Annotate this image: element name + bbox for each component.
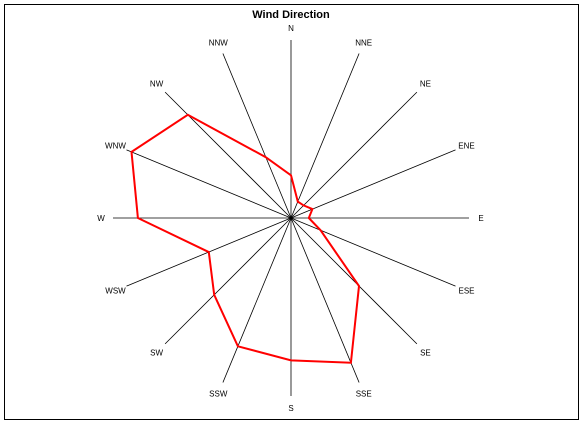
- direction-label-wnw: WNW: [105, 141, 126, 150]
- direction-label-nw: NW: [150, 80, 164, 89]
- axis-nne: [290, 53, 360, 219]
- direction-label-ene: ENE: [458, 141, 474, 150]
- axis-nw: [164, 91, 292, 219]
- axis-nnw: [222, 53, 292, 219]
- data-series: [130, 113, 361, 364]
- direction-label-nnw: NNW: [209, 39, 229, 48]
- direction-label-sse: SSE: [356, 390, 372, 399]
- axis-ne: [290, 91, 418, 219]
- direction-label-nne: NNE: [355, 39, 372, 48]
- direction-labels: N NNE NE ENE E ESE SE SSE S SSW SW WSW W WNW NW NNW: [97, 24, 483, 413]
- direction-label-s: S: [288, 404, 293, 413]
- axis-ene: [290, 149, 456, 219]
- direction-label-se: SE: [420, 348, 431, 357]
- axis-ssw: [222, 217, 292, 383]
- direction-label-n: N: [288, 24, 294, 33]
- axis-ese: [290, 217, 456, 287]
- axis-sw: [164, 217, 292, 345]
- direction-axes: [113, 40, 469, 396]
- series-line-0: [130, 113, 361, 364]
- axis-wnw: [126, 149, 292, 219]
- direction-label-ssw: SSW: [209, 390, 228, 399]
- direction-label-e: E: [478, 214, 483, 223]
- direction-label-ne: NE: [420, 80, 431, 89]
- axis-sse: [290, 217, 360, 383]
- chart-frame: [4, 4, 579, 420]
- direction-label-wsw: WSW: [105, 287, 126, 296]
- axis-se: [290, 217, 418, 345]
- direction-label-sw: SW: [150, 348, 163, 357]
- direction-label-w: W: [97, 214, 105, 223]
- chart-title: Wind Direction: [252, 9, 330, 21]
- direction-label-ese: ESE: [458, 287, 474, 296]
